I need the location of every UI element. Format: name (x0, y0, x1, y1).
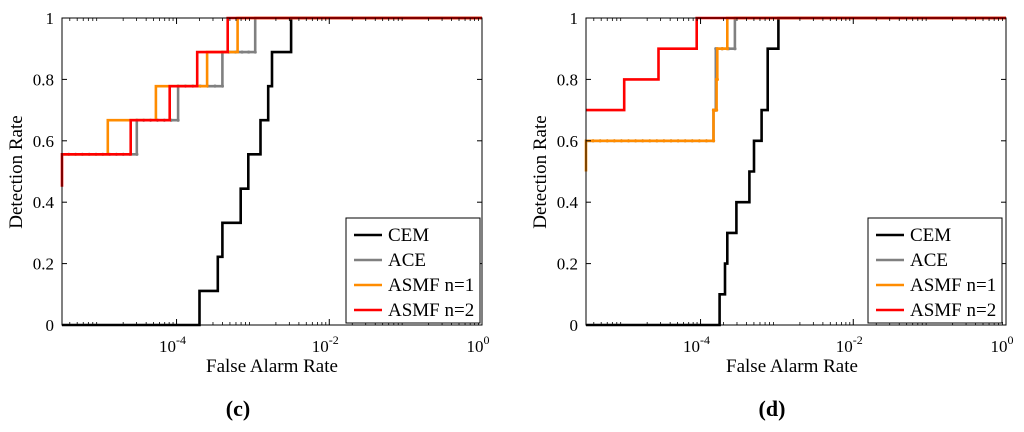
x-tick-label: 100 (991, 333, 1014, 356)
x-axis-label: False Alarm Rate (726, 356, 858, 377)
panel-label: (c) (226, 396, 250, 421)
plot-area (584, 16, 1006, 327)
y-axis-label: Detection Rate (530, 115, 551, 228)
y-tick-label: 0.2 (33, 255, 54, 274)
y-tick-label: 0 (570, 316, 579, 335)
x-tick-label: 10-4 (159, 333, 186, 356)
series-line-asmf-n-2 (586, 16, 1006, 112)
x-tick-label: 10-4 (683, 333, 710, 356)
series-marker (720, 47, 724, 51)
series-marker (253, 50, 257, 54)
series-marker (648, 139, 652, 143)
legend-label: ACE (910, 250, 948, 271)
plot-frame (61, 17, 483, 326)
x-axis: 10-4 10-2 100 (69, 18, 490, 356)
series-marker (690, 139, 694, 143)
series-marker (213, 84, 217, 88)
x-axis: 10-4 10-2 100 (593, 18, 1014, 356)
plot-frame (585, 17, 1007, 326)
series-marker (240, 50, 244, 54)
series-marker (704, 139, 709, 143)
series-marker (598, 139, 602, 143)
y-tick-label: 1 (570, 9, 579, 28)
series-marker (725, 47, 729, 51)
y-tick-label: 0.4 (33, 193, 55, 212)
series-marker (247, 50, 251, 54)
x-tick-label: 100 (467, 333, 490, 356)
y-axis: 0 0.2 0.4 0.6 0.8 1 (33, 9, 482, 335)
series-marker (619, 139, 624, 143)
series-marker (641, 139, 645, 143)
x-tick-label: 10-2 (836, 333, 863, 356)
legend-label: ASMF n=1 (910, 275, 996, 296)
y-tick-label: 1 (46, 9, 55, 28)
series-line-asmf-n-1 (584, 16, 1006, 172)
y-tick-label: 0.6 (557, 132, 578, 151)
series-line-cem (62, 16, 482, 327)
legend-label: CEM (910, 225, 951, 246)
legend: CEM ACE ASMF n=1 ASMF n=2 (867, 217, 1003, 324)
series-marker (633, 139, 638, 143)
series-marker (605, 139, 609, 143)
series-marker (220, 84, 224, 88)
chart-panel-c: 0 0.2 0.4 0.6 0.8 1 10-4 10-2 100 False Alarm R… (6, 9, 490, 421)
x-axis-label: False Alarm Rate (206, 356, 338, 377)
y-tick-label: 0.2 (557, 255, 578, 274)
legend-label: ASMF n=2 (910, 300, 996, 321)
series-marker (714, 108, 719, 112)
series-marker (669, 139, 673, 143)
legend-label: CEM (388, 225, 429, 246)
series-marker (591, 139, 595, 143)
y-tick-label: 0.4 (557, 193, 579, 212)
y-tick-label: 0.6 (33, 132, 54, 151)
series-line-asmf-n-2 (60, 16, 482, 187)
legend-label: ACE (388, 250, 426, 271)
series-marker (135, 152, 139, 156)
legend-label: ASMF n=1 (388, 275, 474, 296)
series-marker (662, 139, 666, 143)
x-tick-label: 10-2 (312, 333, 339, 356)
series-marker (697, 139, 701, 143)
plot-area (60, 16, 482, 327)
series-marker (711, 139, 716, 143)
chart-panel-d: 0 0.2 0.4 0.6 0.8 1 10-4 10-2 100 False Alarm R… (530, 9, 1014, 421)
legend: CEM ACE ASMF n=1 ASMF n=2 (345, 217, 481, 324)
panel-label: (d) (759, 396, 786, 421)
series-marker (626, 139, 631, 143)
y-tick-label: 0 (46, 316, 55, 335)
series-marker (676, 139, 680, 143)
y-axis: 0 0.2 0.4 0.6 0.8 1 (557, 9, 1006, 335)
y-axis-label: Detection Rate (6, 115, 27, 228)
series-marker (715, 77, 719, 81)
legend-label: ASMF n=2 (388, 300, 474, 321)
series-marker (715, 47, 719, 51)
series-marker (612, 139, 616, 143)
series-marker (655, 139, 659, 143)
series-line-cem (586, 16, 1006, 327)
y-tick-label: 0.8 (557, 70, 578, 89)
series-marker (176, 118, 180, 122)
series-marker (683, 139, 687, 143)
y-tick-label: 0.8 (33, 70, 54, 89)
series-marker (733, 47, 737, 51)
